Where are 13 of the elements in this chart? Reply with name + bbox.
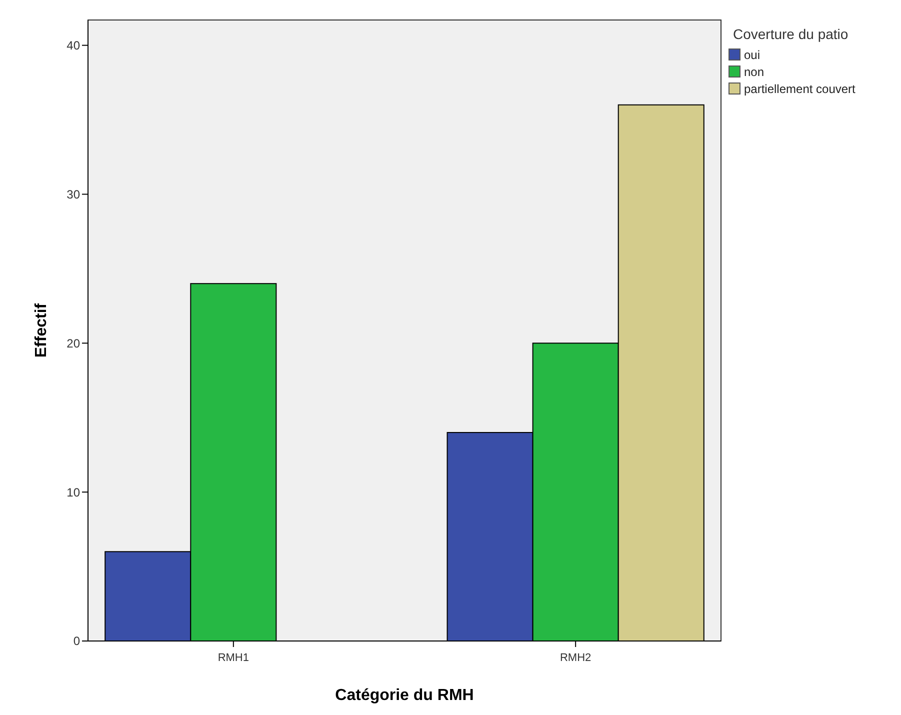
legend-label: partiellement couvert <box>744 82 856 96</box>
y-tick-label: 40 <box>66 38 80 53</box>
y-tick-label: 20 <box>66 336 80 350</box>
y-tick-label: 0 <box>73 634 80 648</box>
x-tick-label: RMH2 <box>560 652 592 664</box>
x-axis-title: Catégorie du RMH <box>335 687 474 704</box>
legend-label: oui <box>744 48 760 62</box>
legend-title: Coverture du patio <box>733 26 848 42</box>
y-tick-label: 30 <box>66 187 80 202</box>
legend-label: non <box>744 65 764 79</box>
y-tick-label: 10 <box>66 485 80 500</box>
y-axis-title: Effectif <box>33 302 50 358</box>
x-tick-label: RMH1 <box>218 652 250 664</box>
